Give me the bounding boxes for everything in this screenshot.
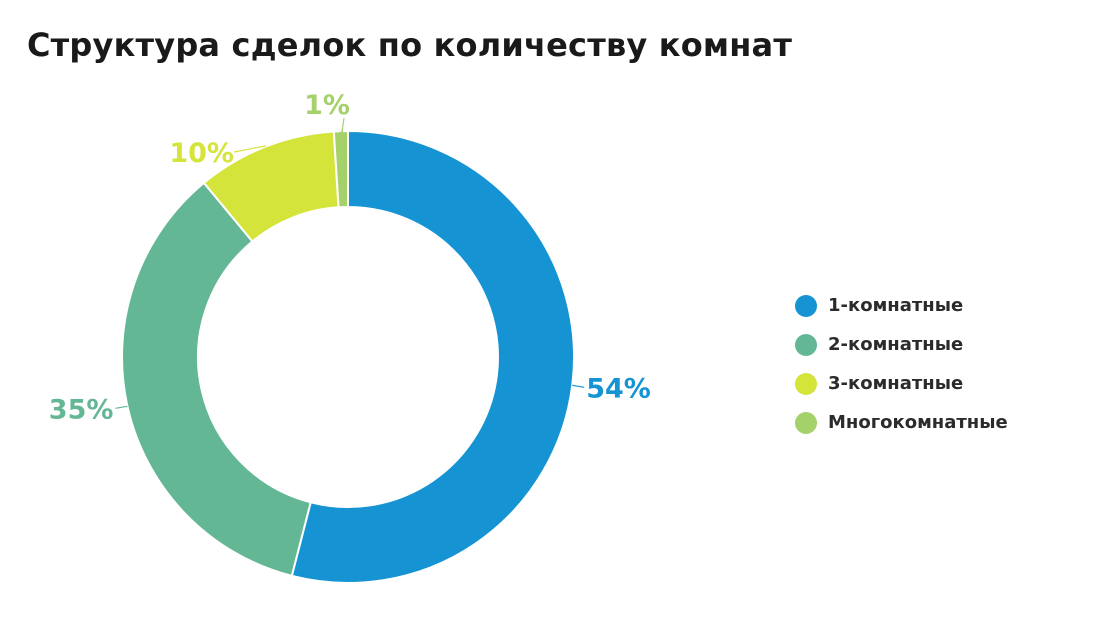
percent-label: 1%	[304, 90, 350, 121]
donut-slice	[121, 181, 312, 578]
legend-item: 1-комнатные	[795, 286, 1008, 325]
legend-label: Многокомнатные	[828, 412, 1008, 433]
legend-label: 2-комнатные	[828, 334, 964, 355]
percent-label: 10%	[169, 138, 234, 169]
legend-item: Многокомнатные	[795, 403, 1008, 442]
donut-slices	[121, 129, 575, 584]
legend-swatch	[795, 294, 817, 317]
leader-line	[115, 405, 128, 409]
leader-line	[340, 117, 345, 134]
legend-item: 2-комнатные	[795, 325, 1008, 364]
legend-swatch	[795, 411, 817, 434]
donut-slice	[290, 129, 575, 584]
legend-label: 1-комнатные	[828, 295, 964, 316]
legend: 1-комнатные 2-комнатные 3-комнатные Мног…	[795, 286, 1008, 442]
percent-label: 35%	[49, 394, 114, 425]
label-leader-lines	[115, 117, 585, 409]
donut-slice	[332, 129, 349, 209]
legend-label: 3-комнатные	[828, 373, 964, 394]
leader-line	[572, 384, 585, 388]
percent-labels: 54% 35% 10% 1%	[49, 90, 651, 425]
legend-swatch	[795, 333, 817, 356]
leader-line	[233, 145, 266, 153]
chart-title: Структура сделок по количеству комнат	[27, 26, 793, 64]
legend-swatch	[795, 372, 817, 395]
percent-label: 54%	[586, 373, 651, 404]
legend-item: 3-комнатные	[795, 364, 1008, 403]
